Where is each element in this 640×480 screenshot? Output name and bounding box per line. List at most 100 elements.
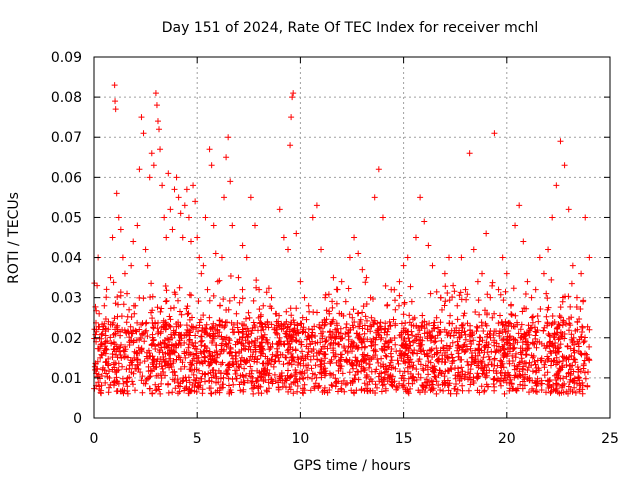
data-point — [586, 254, 593, 261]
data-point — [130, 238, 137, 245]
data-point — [363, 274, 370, 281]
data-point — [305, 302, 312, 309]
data-point — [113, 190, 120, 197]
data-point — [297, 278, 304, 285]
data-point — [408, 298, 415, 305]
data-point — [231, 294, 238, 301]
y-tick-label: 0.07 — [51, 130, 82, 146]
data-point — [512, 222, 519, 229]
data-point — [169, 226, 176, 233]
data-point — [474, 278, 481, 285]
data-point — [569, 262, 576, 269]
data-point — [235, 274, 242, 281]
data-point — [103, 358, 110, 365]
data-point — [194, 234, 201, 241]
data-point — [115, 214, 122, 221]
data-point — [144, 262, 151, 269]
data-point — [450, 282, 457, 289]
dense-measurements — [91, 273, 593, 397]
data-point — [412, 234, 419, 241]
data-point — [578, 270, 585, 277]
data-point — [520, 238, 527, 245]
x-tick-label: 0 — [90, 431, 99, 447]
data-point — [466, 150, 473, 157]
data-point — [173, 174, 180, 181]
data-point — [146, 174, 153, 181]
data-point — [545, 246, 552, 253]
data-point — [128, 262, 135, 269]
data-point — [425, 242, 432, 249]
data-point — [171, 186, 178, 193]
data-point — [185, 214, 192, 221]
y-axis-label: ROTI / TECUs — [6, 192, 22, 284]
y-tick-label: 0.05 — [51, 210, 82, 226]
plot-frame — [93, 56, 611, 419]
data-point — [313, 202, 320, 209]
data-point — [206, 146, 213, 153]
y-tick-label: 0.09 — [51, 50, 82, 66]
data-point — [132, 302, 139, 309]
data-point — [371, 194, 378, 201]
data-point — [280, 234, 287, 241]
data-point — [404, 254, 411, 261]
y-tick-label: 0 — [73, 411, 82, 427]
data-point — [112, 98, 119, 105]
data-point — [553, 182, 560, 189]
data-point — [516, 202, 523, 209]
data-point — [429, 262, 436, 269]
data-point — [375, 166, 382, 173]
data-point — [157, 146, 164, 153]
x-tick-label: 10 — [291, 431, 309, 447]
data-point — [330, 274, 337, 281]
data-point — [216, 302, 223, 309]
data-point — [276, 206, 283, 213]
data-point — [268, 294, 275, 301]
data-point — [462, 286, 469, 293]
data-point — [111, 82, 118, 89]
data-point — [338, 278, 345, 285]
data-point — [437, 294, 444, 301]
data-point — [233, 310, 240, 317]
data-point — [159, 182, 166, 189]
data-point — [326, 310, 333, 317]
data-point — [367, 294, 374, 301]
data-point — [557, 138, 564, 145]
data-point — [446, 254, 453, 261]
data-point — [192, 198, 199, 205]
data-point — [540, 270, 547, 277]
data-point — [177, 210, 184, 217]
data-point — [243, 254, 250, 261]
data-point — [148, 150, 155, 157]
data-point — [483, 230, 490, 237]
data-point — [458, 254, 465, 261]
data-point — [507, 302, 514, 309]
y-tick-label: 0.02 — [51, 331, 82, 347]
data-point — [396, 278, 403, 285]
data-point — [290, 90, 297, 97]
data-point — [561, 162, 568, 169]
data-point — [433, 314, 440, 321]
data-point — [107, 274, 114, 281]
data-point — [153, 102, 160, 109]
data-point — [342, 298, 349, 305]
data-point — [138, 114, 145, 121]
data-point — [136, 166, 143, 173]
data-point — [99, 330, 106, 337]
data-point — [392, 306, 399, 313]
data-point — [165, 170, 172, 177]
data-point — [301, 294, 308, 301]
data-point — [212, 250, 219, 257]
data-point — [479, 270, 486, 277]
data-point — [318, 246, 325, 253]
data-point — [152, 90, 159, 97]
data-point — [202, 214, 209, 221]
data-point — [154, 118, 161, 125]
data-point — [225, 134, 232, 141]
data-point — [121, 270, 128, 277]
data-point — [150, 162, 157, 169]
data-point — [288, 114, 295, 121]
y-tick-label: 0.01 — [51, 371, 82, 387]
data-point — [208, 162, 215, 169]
data-point — [272, 310, 279, 317]
